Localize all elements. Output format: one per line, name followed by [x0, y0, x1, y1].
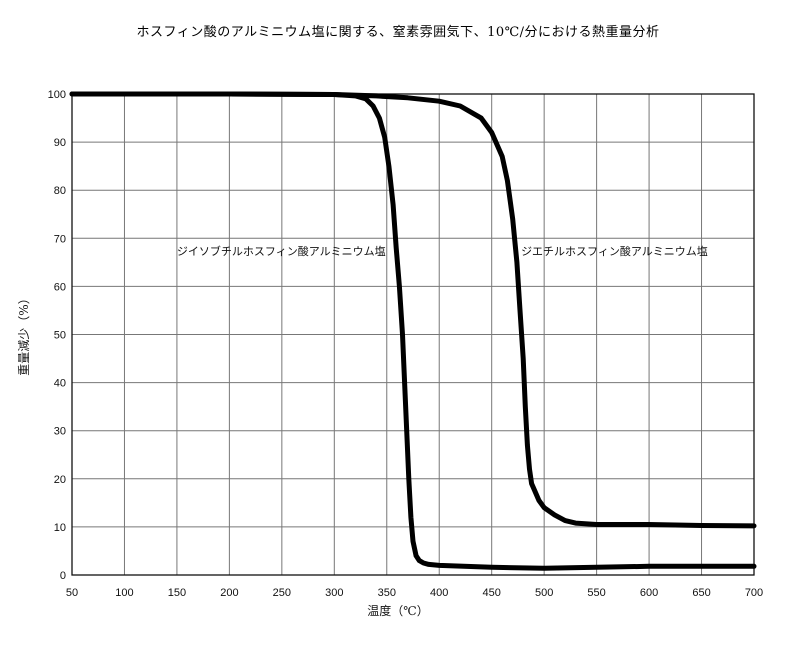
x-tick-label: 350 [378, 587, 396, 599]
y-tick-label: 70 [54, 233, 66, 245]
series-annotation-2: ジエチルホスフィン酸アルミニウム塩 [521, 244, 708, 258]
x-axis-label: 温度（℃） [367, 603, 428, 618]
x-tick-label: 550 [587, 587, 605, 599]
x-tick-label: 500 [535, 587, 553, 599]
x-tick-label: 400 [430, 587, 448, 599]
y-tick-label: 0 [60, 570, 66, 582]
y-tick-labels: 0 10 20 30 40 50 60 70 80 90 100 [48, 89, 66, 582]
x-tick-label: 650 [692, 587, 710, 599]
x-tick-labels: 50 100 150 200 250 300 350 400 450 500 550 600 650 70… [66, 587, 763, 599]
chart-title: ホスフィン酸のアルミニウム塩に関する、窒素雰囲気下、10℃/分における熱重量分析 [136, 24, 659, 40]
y-tick-label: 10 [54, 522, 66, 534]
y-axis-label: 重量減少（%） [16, 292, 31, 375]
x-tick-label: 250 [273, 587, 291, 599]
series-lines [72, 94, 754, 568]
x-tick-label: 50 [66, 587, 78, 599]
series-line-1 [72, 94, 754, 568]
x-tick-label: 300 [325, 587, 343, 599]
x-tick-label: 450 [483, 587, 501, 599]
y-tick-label: 20 [54, 474, 66, 486]
y-tick-label: 60 [54, 281, 66, 293]
y-tick-label: 100 [48, 89, 66, 101]
series-annotation-1: ジイソブチルホスフィン酸アルミニウム塩 [177, 244, 386, 258]
y-tick-label: 40 [54, 378, 66, 390]
grid-lines [72, 94, 754, 575]
y-tick-label: 30 [54, 426, 66, 438]
series-annotations: ジイソブチルホスフィン酸アルミニウム塩 ジエチルホスフィン酸アルミニウム塩 [177, 244, 708, 258]
x-tick-label: 150 [168, 587, 186, 599]
x-tick-label: 100 [115, 587, 133, 599]
series-line-2 [72, 94, 754, 526]
x-tick-label: 600 [640, 587, 658, 599]
x-tick-label: 200 [220, 587, 238, 599]
y-tick-label: 90 [54, 137, 66, 149]
y-tick-label: 50 [54, 330, 66, 342]
x-tick-label: 700 [745, 587, 763, 599]
y-tick-label: 80 [54, 185, 66, 197]
